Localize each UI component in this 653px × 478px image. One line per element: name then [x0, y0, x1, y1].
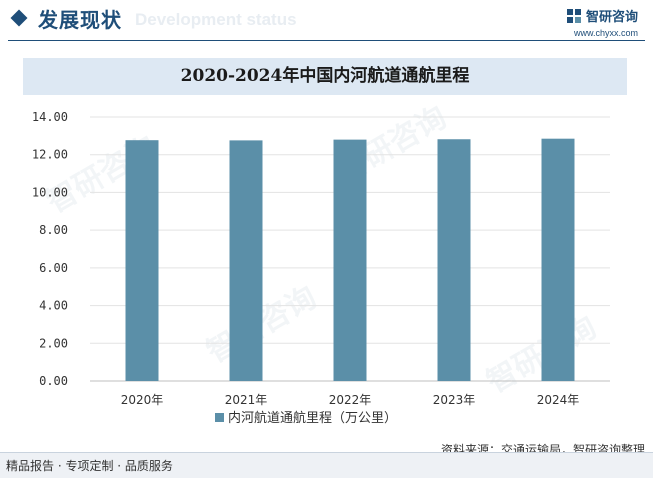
section-header: Development status 发展现状 智研咨询 www.chyxx.c…: [0, 0, 653, 48]
x-tick-label: 2023年: [433, 393, 476, 407]
chart: 2020-2024年中国内河航道通航里程 0.00 2.00 4.00 6.00 8.0…: [23, 58, 627, 440]
diamond-icon: [10, 9, 28, 27]
brand-name: 智研咨询: [585, 10, 638, 25]
bar: [125, 140, 159, 381]
y-tick-label: 12.00: [32, 148, 68, 162]
y-tick-label: 14.00: [32, 110, 68, 124]
bar: [333, 139, 367, 381]
y-tick-label: 8.00: [39, 223, 68, 237]
y-tick-label: 2.00: [39, 336, 68, 350]
brand-url: www.chyxx.com: [573, 28, 638, 38]
legend-swatch: [215, 413, 224, 422]
bar: [541, 138, 575, 381]
y-tick-label: 0.00: [39, 374, 68, 388]
footer-tagline: 精品报告 · 专项定制 · 品质服务: [6, 459, 173, 473]
bar: [437, 139, 471, 381]
brand: 智研咨询 www.chyxx.com: [566, 6, 638, 38]
y-tick-label: 6.00: [39, 261, 68, 275]
section-title: 发展现状: [38, 8, 122, 32]
bar: [229, 140, 263, 381]
header-divider: [8, 40, 645, 41]
x-tick-label: 2024年: [537, 393, 580, 407]
brand-logo-icon: [566, 8, 581, 23]
footer-bar: 精品报告 · 专项定制 · 品质服务: [0, 452, 653, 478]
bar-chart-plot: 0.00 2.00 4.00 6.00 8.00 10.00 12.00 14.00 2020年…: [32, 110, 610, 426]
legend-label: 内河航道通航里程（万公里）: [228, 410, 397, 426]
x-tick-label: 2020年: [121, 393, 164, 407]
y-tick-label: 10.00: [32, 185, 68, 199]
section-title-watermark: Development status: [135, 10, 297, 29]
x-tick-label: 2021年: [225, 393, 268, 407]
chart-title-band: [23, 58, 627, 95]
chart-title: 2020-2024年中国内河航道通航里程: [180, 66, 470, 86]
y-tick-label: 4.00: [39, 299, 68, 313]
x-tick-label: 2022年: [329, 393, 372, 407]
